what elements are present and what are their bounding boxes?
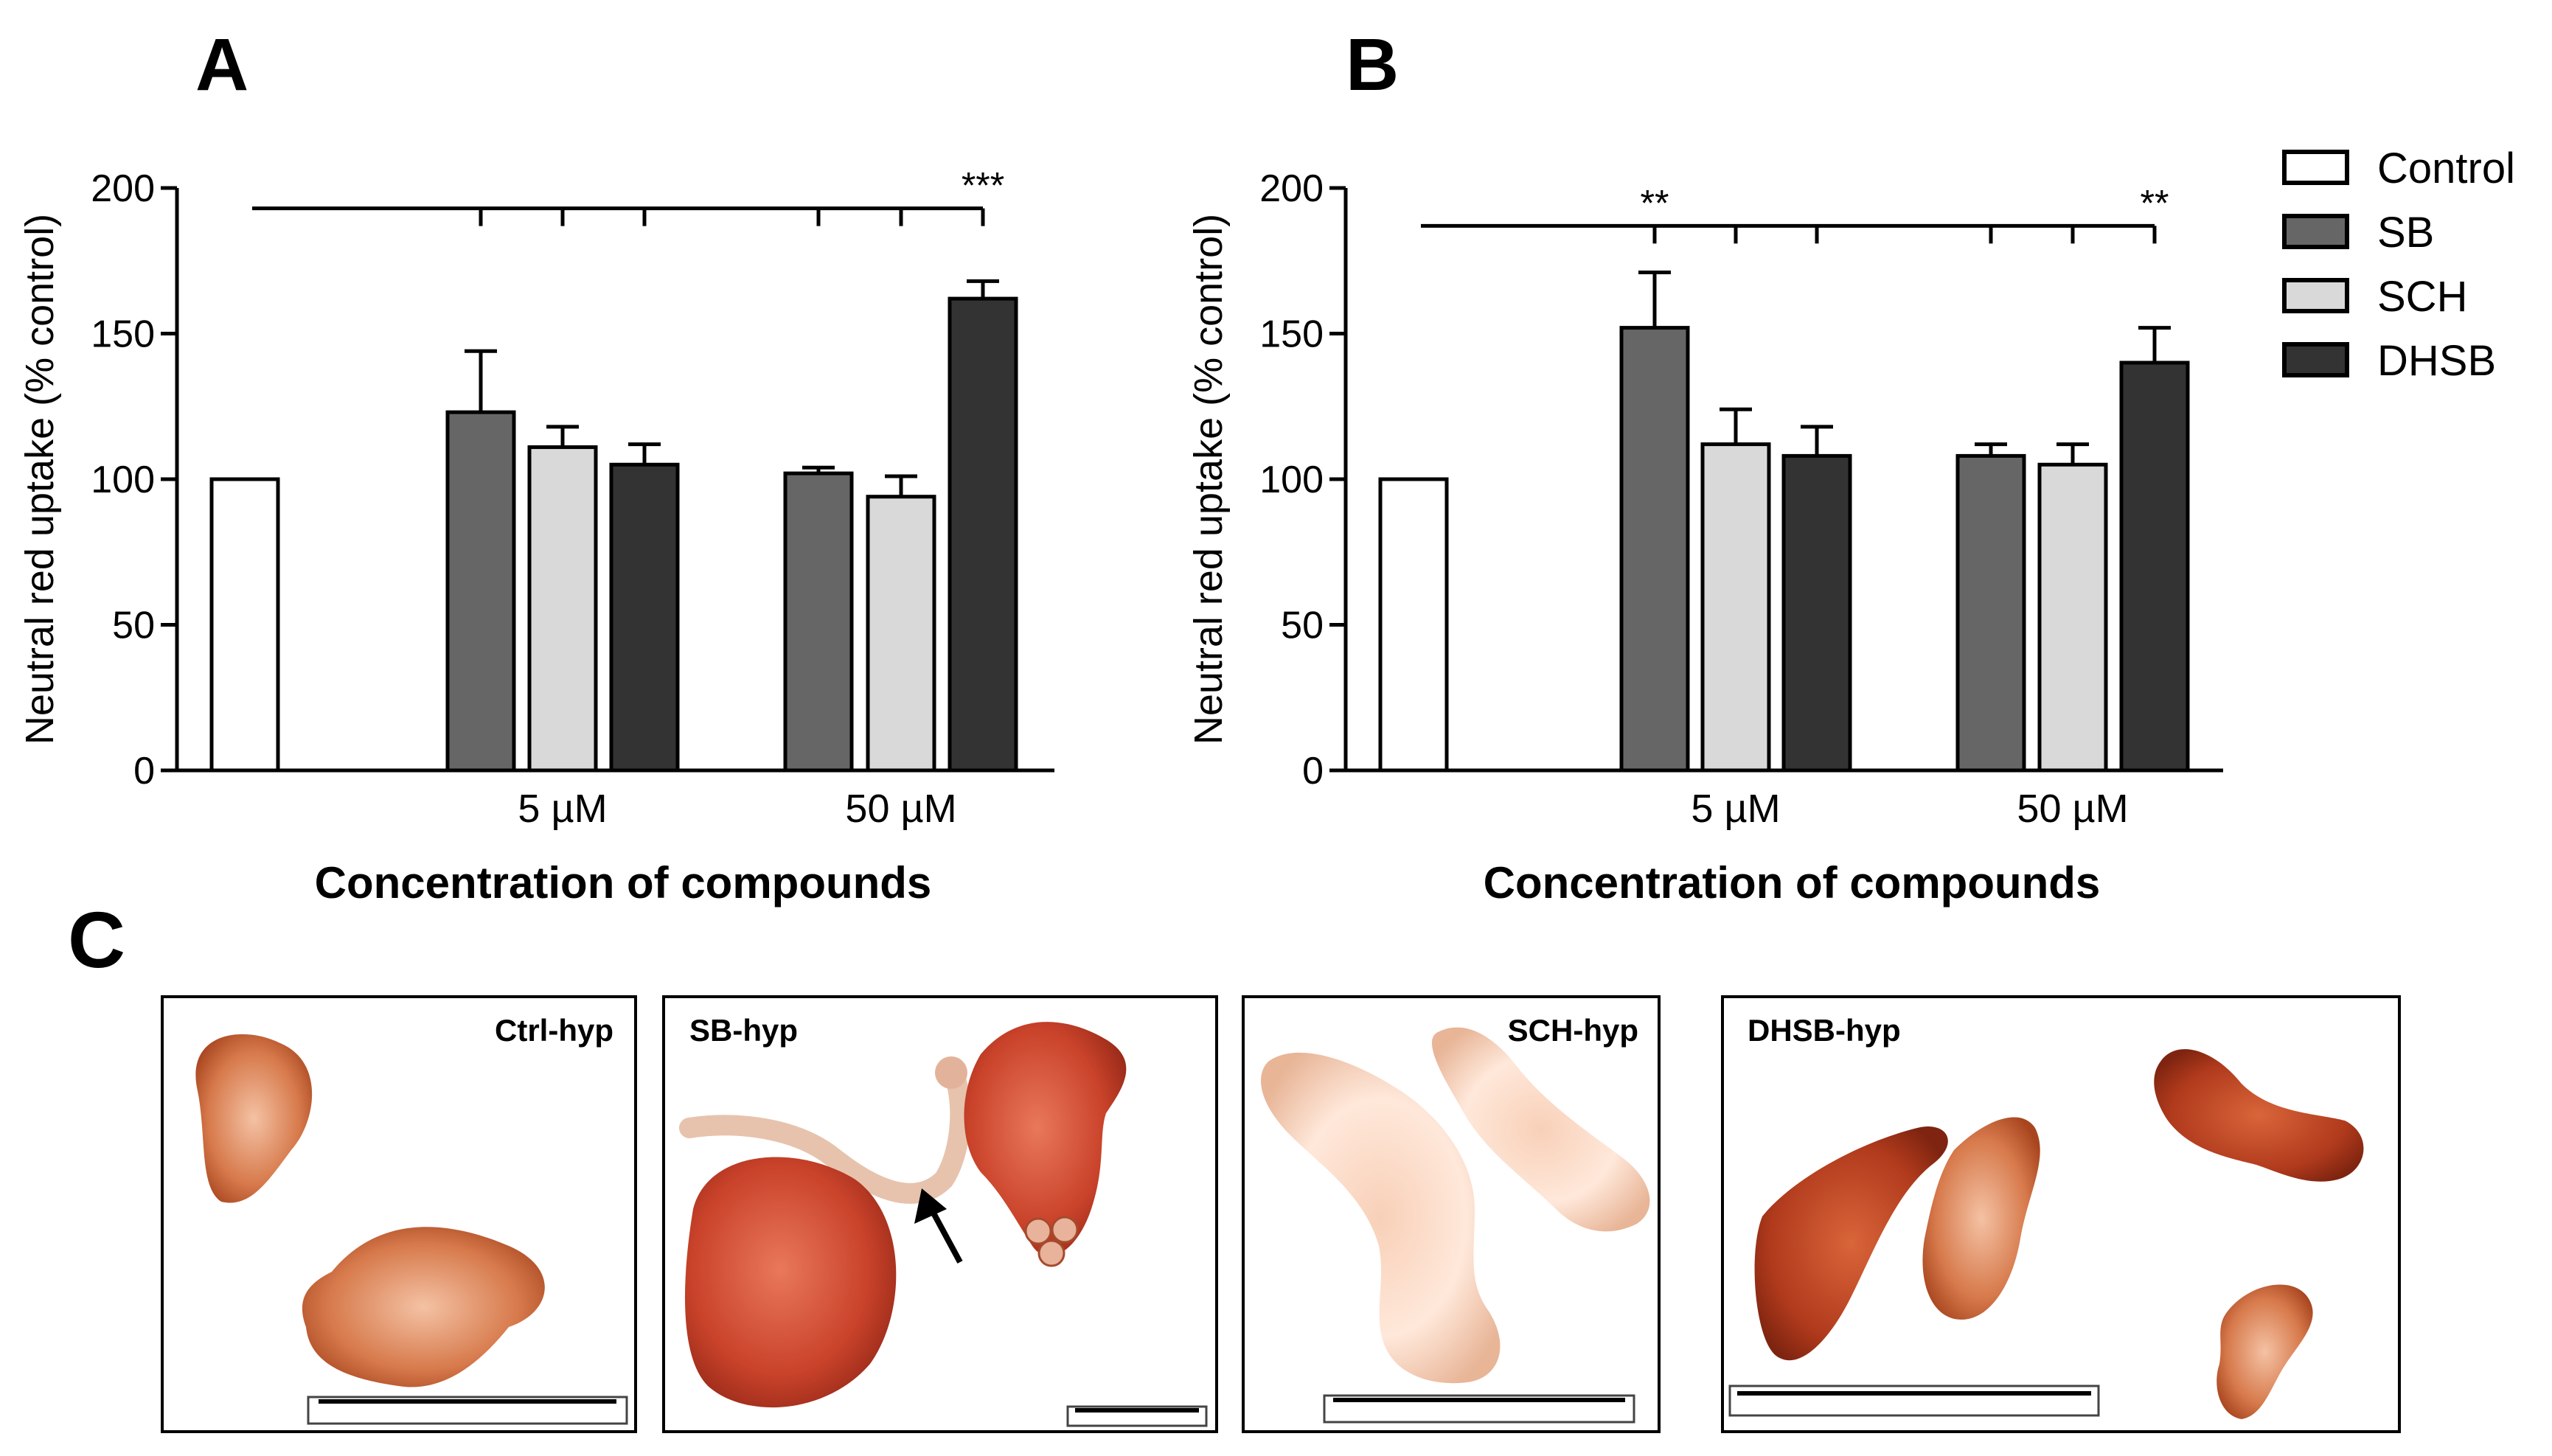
x-tick-label: 5 µM: [1691, 787, 1780, 831]
flatworm-specimen: [195, 1034, 313, 1203]
worm-feature: [1037, 1239, 1065, 1267]
flatworm-specimen: [964, 1022, 1127, 1256]
legend-swatch-sch: [2282, 278, 2349, 313]
legend-swatch-control: [2282, 150, 2349, 185]
worm-feature: [1051, 1216, 1079, 1244]
worm-feature: [1024, 1217, 1052, 1245]
bar-sch: [1700, 442, 1771, 773]
significance-mark: **: [1641, 182, 1669, 223]
flatworm-specimen: [684, 1157, 897, 1408]
bar-sch: [527, 445, 598, 773]
bar-sch: [2037, 462, 2108, 773]
x-tick-label: 50 µM: [2017, 787, 2128, 831]
bar-dhsb: [1781, 453, 1852, 773]
flatworm-specimen: [302, 1227, 545, 1387]
y-axis-label: Neutral red uptake (% control): [18, 214, 62, 745]
x-axis-label: Concentration of compounds: [315, 858, 932, 908]
significance-mark: **: [2141, 182, 2169, 223]
y-tick-label: 50: [112, 605, 155, 647]
bar-dhsb: [609, 462, 680, 773]
legend-swatch-dhsb: [2282, 342, 2349, 377]
y-tick-label: 200: [91, 167, 155, 210]
y-axis-label: Neutral red uptake (% control): [1186, 214, 1231, 745]
x-axis-label: Concentration of compounds: [1484, 858, 2101, 908]
legend: Control SB SCH DHSB: [2282, 144, 2515, 385]
bar-control: [209, 477, 280, 773]
flatworm-specimen: [2217, 1284, 2313, 1419]
x-tick-label: 5 µM: [518, 787, 607, 831]
y-tick-label: 150: [91, 313, 155, 356]
flatworm-specimen: [1754, 1126, 1948, 1361]
scale-bar-box: [1728, 1384, 2100, 1417]
flatworm-specimen: [1922, 1117, 2040, 1320]
arrow-icon: [914, 1188, 947, 1224]
micrograph-label: SB-hyp: [689, 1013, 798, 1048]
significance-mark: ***: [962, 165, 1004, 206]
bar-sch: [866, 495, 936, 773]
y-tick-label: 150: [1259, 313, 1324, 356]
bar-sb: [1955, 453, 2026, 773]
panel-letter-b: B: [1346, 24, 1399, 106]
legend-label-dhsb: DHSB: [2377, 337, 2496, 385]
y-tick-label: 100: [91, 459, 155, 501]
y-tick-label: 0: [1302, 750, 1324, 793]
bar-dhsb: [2119, 360, 2190, 773]
bar-control: [1378, 477, 1449, 773]
micrograph-label: Ctrl-hyp: [495, 1013, 613, 1048]
panel-letter-a: A: [195, 24, 248, 106]
panel-letter-c: C: [68, 895, 125, 984]
micrograph-sch-hyp: SCH-hyp: [1242, 995, 1661, 1433]
flatworm-specimen: [2154, 1049, 2364, 1182]
legend-label-control: Control: [2377, 144, 2515, 192]
extruded-pharynx: [679, 1066, 971, 1204]
y-tick-label: 200: [1259, 167, 1324, 210]
flatworm-specimen: [1261, 1052, 1501, 1384]
y-tick-label: 50: [1281, 605, 1324, 647]
y-tick-label: 0: [133, 750, 155, 793]
micrograph-dhsb-hyp: DHSB-hyp: [1721, 995, 2401, 1433]
micrograph-ctrl-hyp: Ctrl-hyp: [161, 995, 637, 1433]
bar-sb: [783, 471, 854, 773]
legend-swatch-sb: [2282, 214, 2349, 249]
chart-panel-a: 0 50 100 150 200 Neutral red uptake (% contro…: [18, 165, 1054, 908]
flatworm-specimen: [1431, 1027, 1650, 1232]
micrograph-sb-hyp: SB-hyp: [662, 995, 1218, 1433]
bar-dhsb: [948, 296, 1018, 773]
micrograph-label: DHSB-hyp: [1748, 1013, 1901, 1048]
chart-panel-b: 0 50 100 150 200 Neutral red uptake (% contro…: [1186, 167, 2223, 908]
bar-sb: [1619, 326, 1690, 773]
pharynx-tip: [935, 1056, 967, 1089]
legend-label-sb: SB: [2377, 209, 2434, 257]
y-tick-label: 100: [1259, 459, 1324, 501]
micrograph-label: SCH-hyp: [1508, 1013, 1638, 1048]
x-tick-label: 50 µM: [845, 787, 956, 831]
legend-label-sch: SCH: [2377, 273, 2467, 321]
arrow-shaft: [928, 1206, 963, 1264]
bar-sb: [445, 410, 516, 773]
